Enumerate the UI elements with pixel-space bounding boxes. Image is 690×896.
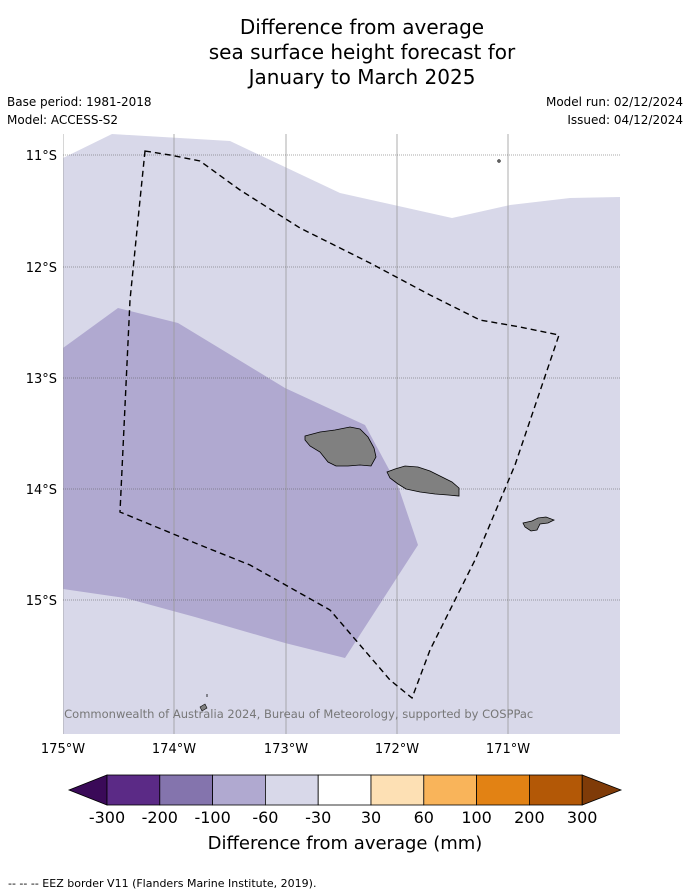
base-period: Base period: 1981-2018 (7, 95, 152, 109)
colorbar-extend-low (67, 774, 108, 806)
eez-legend-note: -- -- -- EEZ border V11 (Flanders Marine… (8, 877, 317, 890)
longitude-gridlines (63, 134, 509, 734)
title-line-2: sea surface height forecast for (208, 40, 516, 64)
title-line-1: Difference from average (239, 15, 485, 39)
lat-label: 12°S (26, 261, 57, 276)
colorbar-segment (529, 774, 583, 806)
map-panel: © Commonwealth of Australia 2024, Bureau… (49, 134, 620, 734)
colorbar (67, 774, 623, 806)
tutuila-island (522, 516, 555, 532)
colorbar-segment (264, 774, 319, 806)
colorbar-tick-label: 300 (566, 808, 598, 827)
colorbar-segment (476, 774, 530, 806)
lat-label: 13°S (26, 372, 57, 387)
colorbar-tick-label: -100 (194, 808, 231, 827)
savaii-island (304, 426, 377, 467)
colorbar-tick-label: -60 (252, 808, 279, 827)
lon-label: 172°W (375, 742, 419, 757)
colorbar-title: Difference from average (mm) (207, 833, 483, 854)
latitude-gridlines (63, 154, 620, 601)
model-name: Model: ACCESS-S2 (7, 113, 119, 127)
colorbar-tick-label: -300 (88, 808, 126, 827)
colorbar-tick-label: 200 (514, 808, 545, 827)
chart-title: Difference from average sea surface heig… (0, 15, 690, 90)
swains-island (497, 159, 501, 163)
issued-date: Issued: 04/12/2024 (567, 113, 683, 127)
eez-border (119, 150, 560, 700)
lat-label: 15°S (26, 594, 57, 609)
niuafoou-island (199, 703, 208, 712)
title-line-3: January to March 2025 (248, 65, 476, 89)
colorbar-tick-label: 60 (413, 808, 434, 827)
colorbar-segment (370, 774, 425, 806)
colorbar-tick-label: 30 (360, 808, 382, 827)
colorbar-segment (159, 774, 214, 806)
colorbar-segment (423, 774, 477, 806)
colorbar-extend-high (581, 774, 623, 806)
model-run: Model run: 02/12/2024 (545, 95, 683, 109)
colorbar-tick-label: 100 (461, 808, 492, 827)
lon-label: 174°W (152, 742, 196, 757)
lon-label: 175°W (41, 742, 85, 757)
colorbar-tick-label: -30 (305, 808, 332, 827)
copyright-notice: © Commonwealth of Australia 2024, Bureau… (49, 707, 533, 721)
colorbar-tick-label: -200 (141, 808, 178, 827)
lat-label: 11°S (26, 149, 57, 164)
colorbar-segment (317, 774, 372, 806)
lon-label: 173°W (264, 742, 308, 757)
colorbar-segment (212, 774, 266, 806)
colorbar-segment (106, 774, 161, 806)
longitude-labels: 175°W 174°W 173°W 172°W 171°W (41, 742, 530, 757)
lat-label: 14°S (26, 483, 57, 498)
upolu-island (386, 465, 460, 497)
anomaly-band-60-100 (63, 308, 418, 658)
lon-label: 171°W (486, 742, 530, 757)
latitude-labels: 11°S 12°S 13°S 14°S 15°S (26, 149, 57, 609)
